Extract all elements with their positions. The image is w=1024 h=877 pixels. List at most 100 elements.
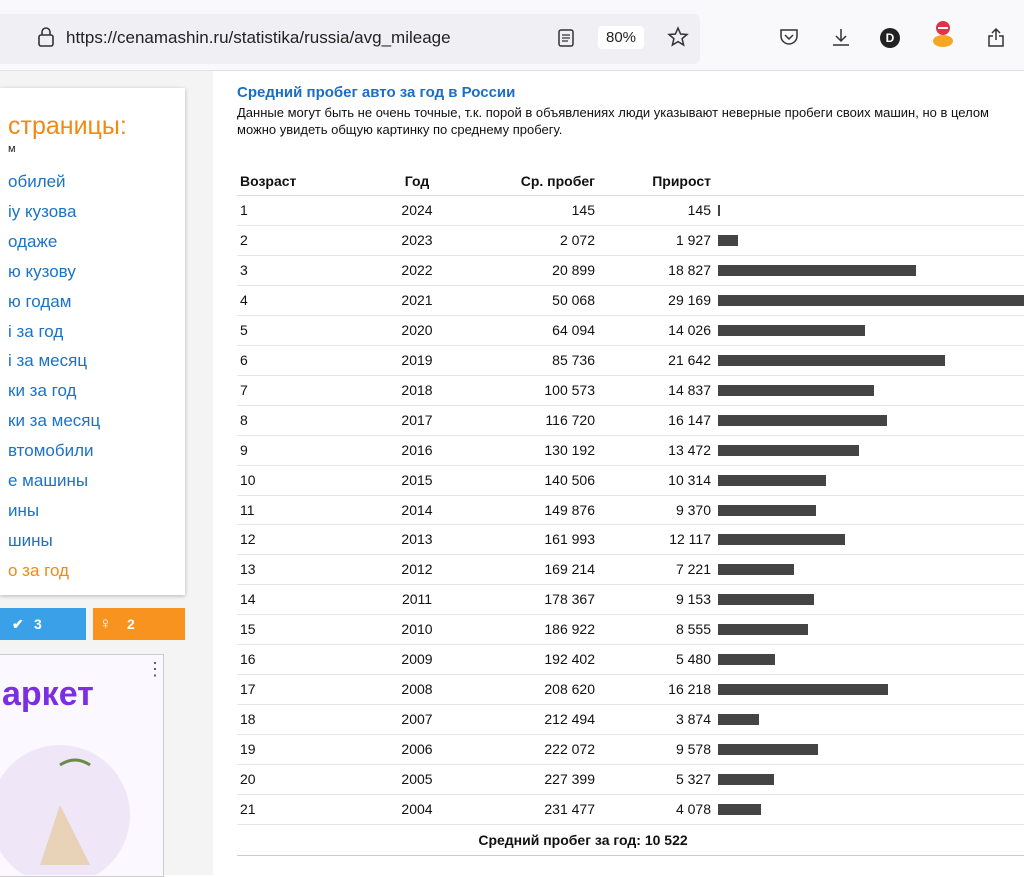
year-cell: 2011	[385, 591, 449, 607]
age-cell: 1	[240, 202, 248, 218]
age-cell: 4	[240, 292, 248, 308]
increase-cell: 13 472	[611, 442, 711, 458]
year-cell: 2013	[385, 531, 449, 547]
row-line	[237, 584, 1024, 585]
year-cell: 2021	[385, 292, 449, 308]
increase-cell: 12 117	[611, 531, 711, 547]
column-header: Возраст	[240, 173, 296, 189]
mileage-cell: 222 072	[495, 741, 595, 757]
column-header: Год	[385, 173, 449, 189]
mileage-cell: 2 072	[495, 232, 595, 248]
row-line	[237, 674, 1024, 675]
increase-cell: 14 837	[611, 382, 711, 398]
header-line	[237, 195, 1024, 196]
year-cell: 2004	[385, 801, 449, 817]
increase-bar	[718, 534, 845, 545]
age-cell: 9	[240, 442, 248, 458]
increase-bar	[718, 564, 794, 575]
row-line	[237, 734, 1024, 735]
increase-bar	[718, 654, 775, 665]
mileage-cell: 186 922	[495, 621, 595, 637]
age-cell: 6	[240, 352, 248, 368]
increase-bar	[718, 415, 887, 426]
increase-cell: 18 827	[611, 262, 711, 278]
increase-bar	[718, 325, 865, 336]
increase-bar	[718, 594, 814, 605]
increase-bar	[718, 714, 759, 725]
age-cell: 15	[240, 621, 256, 637]
age-cell: 20	[240, 771, 256, 787]
year-cell: 2022	[385, 262, 449, 278]
increase-cell: 9 370	[611, 502, 711, 518]
row-line	[237, 764, 1024, 765]
mileage-cell: 130 192	[495, 442, 595, 458]
increase-bar	[718, 265, 916, 276]
year-cell: 2014	[385, 502, 449, 518]
increase-cell: 3 874	[611, 711, 711, 727]
increase-bar	[718, 804, 761, 815]
increase-cell: 10 314	[611, 472, 711, 488]
row-line	[237, 345, 1024, 346]
increase-cell: 16 147	[611, 412, 711, 428]
year-cell: 2024	[385, 202, 449, 218]
increase-bar	[718, 445, 859, 456]
year-cell: 2023	[385, 232, 449, 248]
row-line	[237, 794, 1024, 795]
year-cell: 2009	[385, 651, 449, 667]
row-line	[237, 225, 1024, 226]
age-cell: 5	[240, 322, 248, 338]
page: {"browser":{"url":"https://cenamashin.ru…	[0, 0, 1024, 875]
increase-bar	[718, 235, 738, 246]
year-cell: 2005	[385, 771, 449, 787]
row-line	[237, 824, 1024, 825]
age-cell: 8	[240, 412, 248, 428]
age-cell: 18	[240, 711, 256, 727]
age-cell: 11	[240, 502, 255, 518]
year-cell: 2020	[385, 322, 449, 338]
mileage-cell: 212 494	[495, 711, 595, 727]
column-header: Ср. пробег	[495, 173, 595, 189]
mileage-cell: 178 367	[495, 591, 595, 607]
age-cell: 16	[240, 651, 256, 667]
increase-bar	[718, 475, 826, 486]
increase-cell: 14 026	[611, 322, 711, 338]
mileage-cell: 145	[495, 202, 595, 218]
increase-cell: 1 927	[611, 232, 711, 248]
mileage-cell: 231 477	[495, 801, 595, 817]
age-cell: 14	[240, 591, 256, 607]
row-line	[237, 405, 1024, 406]
mileage-cell: 116 720	[495, 412, 595, 428]
age-cell: 7	[240, 382, 248, 398]
mileage-cell: 100 573	[495, 382, 595, 398]
mileage-cell: 64 094	[495, 322, 595, 338]
age-cell: 19	[240, 741, 256, 757]
increase-cell: 16 218	[611, 681, 711, 697]
increase-cell: 5 327	[611, 771, 711, 787]
year-cell: 2015	[385, 472, 449, 488]
increase-bar	[718, 505, 816, 516]
increase-cell: 29 169	[611, 292, 711, 308]
age-cell: 10	[240, 472, 256, 488]
mileage-cell: 149 876	[495, 502, 595, 518]
year-cell: 2010	[385, 621, 449, 637]
age-cell: 17	[240, 681, 256, 697]
mileage-cell: 169 214	[495, 561, 595, 577]
year-cell: 2016	[385, 442, 449, 458]
row-line	[237, 495, 1024, 496]
increase-cell: 5 480	[611, 651, 711, 667]
age-cell: 3	[240, 262, 248, 278]
increase-cell: 9 153	[611, 591, 711, 607]
mileage-cell: 192 402	[495, 651, 595, 667]
increase-bar	[718, 624, 808, 635]
year-cell: 2008	[385, 681, 449, 697]
year-cell: 2007	[385, 711, 449, 727]
increase-bar	[718, 744, 818, 755]
age-cell: 21	[240, 801, 256, 817]
age-cell: 13	[240, 561, 256, 577]
year-cell: 2018	[385, 382, 449, 398]
increase-cell: 145	[611, 202, 711, 218]
year-cell: 2012	[385, 561, 449, 577]
table-footer: Средний пробег за год: 10 522	[237, 832, 929, 848]
increase-bar	[718, 205, 720, 216]
body: https://cenamashin.ru/statistika/russia/…	[0, 0, 1024, 875]
